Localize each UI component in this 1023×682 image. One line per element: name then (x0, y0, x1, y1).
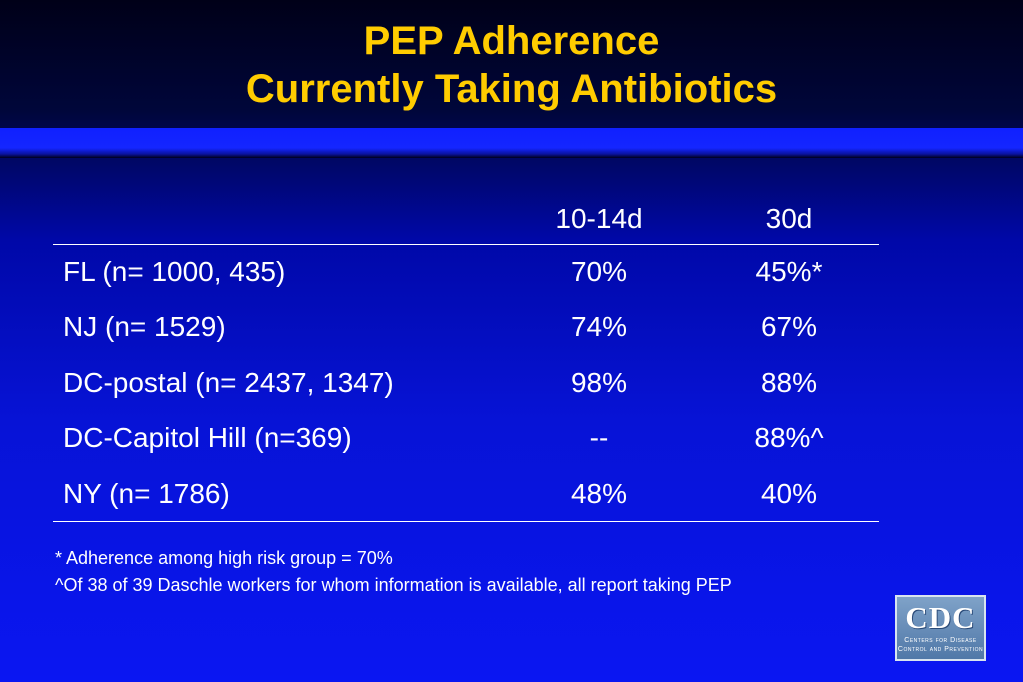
header-10-14d: 10-14d (499, 195, 699, 245)
row-label: DC-postal (n= 2437, 1347) (63, 366, 394, 398)
cdc-logo-subtitle-2: Control and Prevention (897, 646, 984, 653)
header-30d: 30d (699, 195, 879, 245)
title-line-1: PEP Adherence (363, 19, 660, 63)
slide-title: PEP Adherence Currently Taking Antibioti… (0, 0, 1023, 128)
header-label-column (53, 195, 499, 245)
cdc-logo-subtitle-1: Centers for Disease (904, 637, 977, 644)
title-line-2: Currently Taking Antibiotics (245, 67, 778, 111)
cell-10-14d: 98% (570, 366, 628, 398)
table-row: DC-Capitol Hill (n=369) -- 88%^ (53, 411, 879, 467)
cell-10-14d: -- (589, 422, 609, 454)
cell-10-14d: 74% (570, 311, 628, 343)
cell-30d: 88%^ (754, 422, 824, 454)
cell-30d: 45%* (755, 256, 823, 287)
footnotes: * Adherence among high risk group = 70% … (55, 545, 732, 599)
row-label: FL (n= 1000, 435) (63, 256, 286, 287)
table-row: FL (n= 1000, 435) 70% 45%* (53, 244, 879, 300)
row-label: NY (n= 1786) (53, 466, 499, 522)
footnote-high-risk: * Adherence among high risk group = 70% (55, 548, 393, 568)
cell-10-14d: 48% (499, 466, 699, 522)
cell-30d: 67% (760, 311, 818, 343)
table-header-row: 10-14d 30d (53, 195, 879, 245)
row-label: DC-Capitol Hill (n=369) (63, 422, 352, 454)
cell-30d: 88% (760, 366, 818, 398)
table-row: DC-postal (n= 2437, 1347) 98% 88% (53, 355, 879, 411)
cdc-logo: CDC Centers for Disease Control and Prev… (895, 595, 986, 661)
cdc-logo-text: CDC (905, 600, 976, 635)
table-row: NY (n= 1786) 48% 40% (53, 466, 879, 522)
row-label: NJ (n= 1529) (63, 311, 226, 343)
footnote-daschle-workers: ^Of 38 of 39 Daschle workers for whom in… (55, 575, 732, 595)
table-row: NJ (n= 1529) 74% 67% (53, 300, 879, 356)
cell-30d: 40% (699, 466, 879, 522)
title-divider-band (0, 128, 1023, 158)
cell-10-14d: 70% (570, 256, 628, 287)
adherence-table: 10-14d 30d FL (n= 1000, 435) 70% 45%* NJ… (53, 195, 879, 522)
